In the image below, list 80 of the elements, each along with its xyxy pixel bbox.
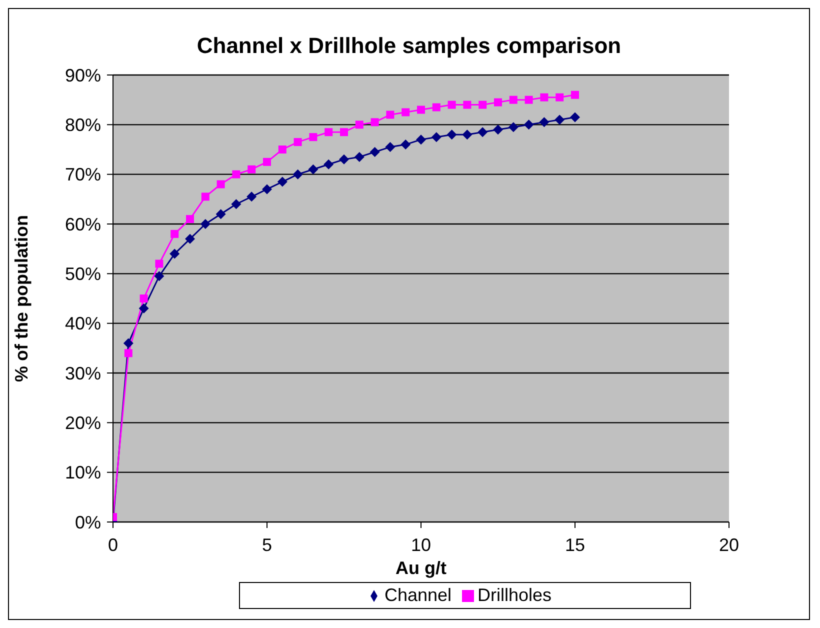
- point: [231, 199, 242, 210]
- point: [216, 209, 226, 220]
- point: [431, 132, 442, 142]
- x-tick-label: 5: [262, 534, 272, 555]
- point: [185, 234, 195, 244]
- point: [571, 90, 579, 99]
- point: [263, 158, 271, 166]
- point: [556, 93, 564, 102]
- point: [463, 100, 472, 109]
- point: [232, 170, 240, 178]
- y-tick-label: 70%: [64, 164, 101, 185]
- y-tick-label: 20%: [64, 413, 101, 434]
- point: [370, 146, 380, 157]
- point: [324, 159, 334, 170]
- point: [448, 100, 456, 109]
- point: [370, 118, 379, 126]
- point: [462, 130, 472, 140]
- point: [340, 128, 348, 136]
- point: [123, 338, 134, 348]
- point: [385, 142, 396, 152]
- point: [493, 124, 503, 135]
- point: [277, 176, 288, 187]
- point: [200, 219, 210, 229]
- point: [478, 127, 488, 138]
- x-tick-label: 20: [718, 534, 740, 555]
- y-tick-label: 40%: [64, 314, 101, 334]
- x-tick-label: 10: [410, 534, 432, 555]
- legend-label: Drillholes: [478, 585, 552, 605]
- point: [248, 165, 256, 174]
- chart-title: Channel x Drillhole samples comparison: [196, 33, 622, 59]
- point: [154, 271, 164, 282]
- point: [494, 98, 502, 106]
- point: [539, 117, 550, 128]
- point: [540, 93, 548, 102]
- point: [170, 248, 180, 259]
- point: [292, 169, 303, 180]
- y-tick-label: 30%: [64, 363, 101, 384]
- point: [124, 349, 132, 358]
- point: [309, 133, 318, 142]
- point: [155, 260, 164, 268]
- point: [446, 130, 457, 140]
- point: [294, 138, 302, 146]
- point: [478, 100, 487, 109]
- point: [201, 192, 210, 201]
- x-tick-label: 15: [564, 534, 586, 555]
- point: [355, 120, 364, 129]
- point: [170, 230, 179, 238]
- point: [278, 146, 286, 154]
- y-tick-label: 60%: [64, 214, 101, 234]
- point: [400, 140, 411, 150]
- y-tick-label: 90%: [64, 65, 101, 86]
- y-axis-title: % of the population: [11, 215, 32, 382]
- legend-label: Channel: [384, 585, 452, 605]
- point: [508, 122, 518, 132]
- y-tick-label: 50%: [64, 264, 101, 284]
- point: [432, 103, 440, 112]
- y-tick-label: 80%: [64, 115, 101, 136]
- point: [308, 164, 318, 174]
- point: [140, 294, 148, 302]
- point: [186, 215, 194, 224]
- point: [324, 128, 333, 136]
- point: [570, 112, 580, 122]
- point: [416, 134, 426, 145]
- point: [554, 114, 565, 125]
- y-tick-label: 0%: [74, 512, 101, 532]
- point: [417, 106, 425, 114]
- point: [246, 192, 257, 202]
- point: [216, 180, 225, 188]
- point: [524, 120, 534, 130]
- point: [509, 96, 518, 104]
- point: [354, 152, 364, 162]
- point: [402, 108, 410, 116]
- x-tick-label: 0: [108, 534, 118, 555]
- point: [386, 110, 394, 119]
- x-axis-title: Au g/t: [396, 558, 446, 578]
- y-tick-label: 10%: [64, 462, 101, 483]
- point: [524, 96, 533, 104]
- point: [262, 184, 272, 194]
- point: [339, 154, 349, 164]
- point: [138, 303, 149, 314]
